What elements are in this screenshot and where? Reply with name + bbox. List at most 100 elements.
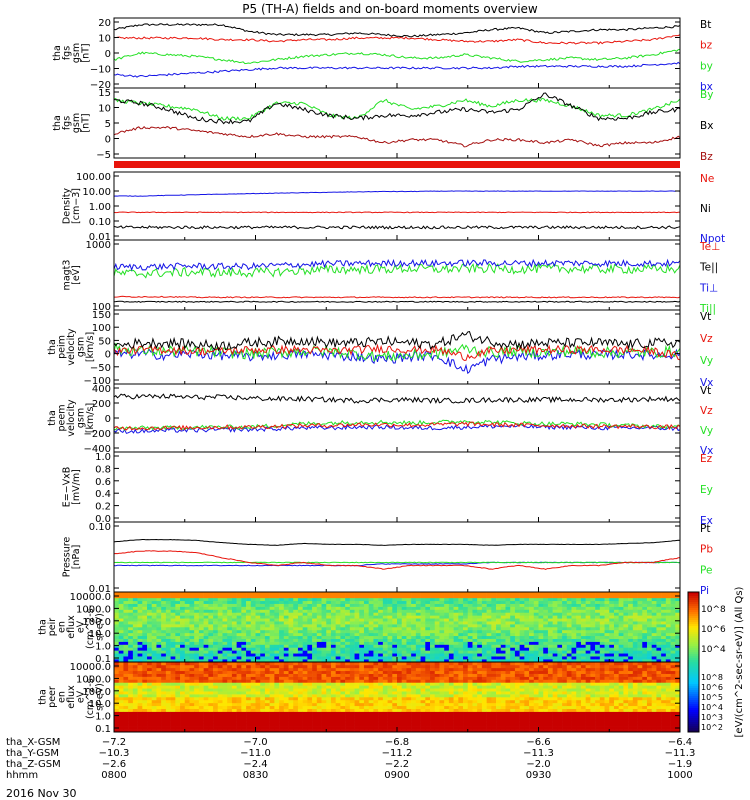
heatmap-cell <box>411 600 417 604</box>
heatmap-cell <box>646 629 652 634</box>
heatmap-cell <box>420 705 426 709</box>
heatmap-cell <box>439 688 445 692</box>
heatmap-cell <box>477 624 483 628</box>
heatmap-cell <box>250 723 256 727</box>
heatmap-cell <box>439 638 445 642</box>
heatmap-cell <box>430 600 436 604</box>
heatmap-cell <box>321 647 327 651</box>
heatmap-cell <box>453 662 459 666</box>
heatmap-cell <box>500 621 506 625</box>
heatmap-cell <box>255 664 261 669</box>
heatmap-cell <box>184 664 190 669</box>
heatmap-cell <box>477 647 483 651</box>
heatmap-cell <box>165 702 171 707</box>
heatmap-cell <box>316 711 322 715</box>
heatmap-cell <box>302 697 308 701</box>
heatmap-cell <box>128 632 134 637</box>
heatmap-cell <box>255 667 261 672</box>
heatmap-cell <box>609 650 615 654</box>
heatmap-cell <box>439 717 445 721</box>
heatmap-cell <box>170 694 176 698</box>
heatmap-cell <box>189 627 195 631</box>
legend-entry: by <box>700 60 713 72</box>
y-tick-label: 0 <box>105 135 111 146</box>
heatmap-cell <box>448 723 454 727</box>
heatmap-cell <box>189 629 195 634</box>
heatmap-cell <box>132 667 138 672</box>
heatmap-cell <box>293 723 299 727</box>
heatmap-cell <box>401 729 407 733</box>
series-Bt <box>113 23 681 38</box>
heatmap-cell <box>562 624 568 628</box>
heatmap-cell <box>420 691 426 695</box>
heatmap-cell <box>236 688 242 692</box>
heatmap-cell <box>156 697 162 701</box>
heatmap-cell <box>213 594 219 599</box>
heatmap-cell <box>448 682 454 686</box>
heatmap-cell <box>316 673 322 677</box>
heatmap-cell <box>590 659 596 663</box>
heatmap-cell <box>590 612 596 616</box>
heatmap-cell <box>118 624 124 628</box>
heatmap-cell <box>373 650 379 654</box>
heatmap-cell <box>552 629 558 634</box>
heatmap-cell <box>246 714 252 718</box>
heatmap-cell <box>425 606 431 610</box>
heatmap-cell <box>321 659 327 663</box>
heatmap-cell <box>434 594 440 599</box>
heatmap-cell <box>189 659 195 663</box>
heatmap-cell <box>670 600 676 604</box>
heatmap-cell <box>184 673 190 677</box>
heatmap-cell <box>543 653 549 657</box>
heatmap-cell <box>510 592 516 596</box>
heatmap-cell <box>227 627 233 631</box>
heatmap-cell <box>538 615 544 619</box>
heatmap-cell <box>170 659 176 663</box>
heatmap-cell <box>576 638 582 642</box>
heatmap-cell <box>321 702 327 707</box>
heatmap-cell <box>665 597 671 602</box>
heatmap-cell <box>382 702 388 707</box>
heatmap-cell <box>184 612 190 616</box>
heatmap-cell <box>137 720 143 724</box>
heatmap-cell <box>255 618 261 622</box>
heatmap-cell <box>222 606 228 610</box>
heatmap-cell <box>463 656 469 660</box>
heatmap-cell <box>463 597 469 602</box>
heatmap-cell <box>326 592 332 596</box>
heatmap-cell <box>637 656 643 660</box>
heatmap-cell <box>505 603 511 607</box>
y-tick-label: 100.00 <box>76 172 111 183</box>
heatmap-cell <box>142 629 148 634</box>
heatmap-cell <box>189 594 195 599</box>
heatmap-cell <box>194 612 200 616</box>
heatmap-cell <box>463 699 469 704</box>
heatmap-cell <box>142 624 148 628</box>
heatmap-cell <box>340 621 346 625</box>
heatmap-cell <box>217 662 223 666</box>
y-tick-label: 0.10 <box>89 522 111 533</box>
heatmap-cell <box>430 685 436 689</box>
heatmap-cell <box>420 615 426 619</box>
heatmap-cell <box>481 629 487 634</box>
heatmap-cell <box>590 629 596 634</box>
heatmap-cell <box>250 676 256 680</box>
heatmap-cell <box>439 635 445 639</box>
heatmap-cell <box>250 600 256 604</box>
heatmap-cell <box>175 726 181 730</box>
heatmap-cell <box>613 629 619 634</box>
heatmap-cell <box>392 691 398 695</box>
heatmap-cell <box>264 662 270 666</box>
heatmap-cell <box>613 612 619 616</box>
heatmap-cell <box>151 647 157 651</box>
heatmap-cell <box>326 638 332 642</box>
heatmap-cell <box>288 597 294 602</box>
heatmap-cell <box>255 621 261 625</box>
heatmap-cell <box>170 627 176 631</box>
heatmap-cell <box>510 635 516 639</box>
heatmap-cell <box>533 632 539 637</box>
heatmap-cell <box>401 600 407 604</box>
heatmap-cell <box>184 606 190 610</box>
heatmap-cell <box>132 624 138 628</box>
heatmap-cell <box>114 629 120 634</box>
